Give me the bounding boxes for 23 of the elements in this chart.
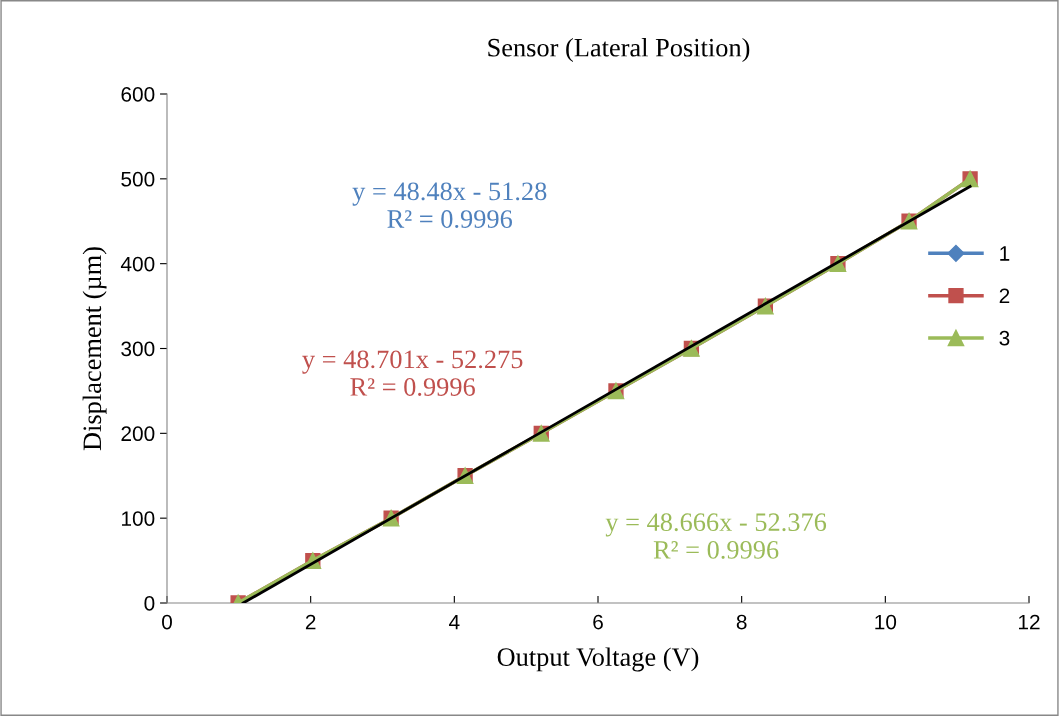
x-tick-label: 8 <box>736 614 747 630</box>
x-tick-label: 10 <box>875 614 897 630</box>
x-axis-title: Output Voltage (V) <box>497 647 699 672</box>
y-tick-label: 400 <box>120 256 155 272</box>
annotation: y = 48.666x - 52.376 R² = 0.9996 <box>605 513 827 559</box>
y-tick-label: 100 <box>122 511 155 526</box>
y-tick-label: 600 <box>121 87 155 102</box>
annotation: y = 48.48x - 51.28 R² = 0.9996 <box>352 182 547 229</box>
x-tick-label: 6 <box>593 614 603 630</box>
x-tick-label: 2 <box>305 614 316 630</box>
x-tick-label: 4 <box>449 614 460 630</box>
y-axis-title: Displacement (µm) <box>82 247 107 451</box>
legend-label: 3 <box>999 330 1010 346</box>
x-tick-label: 0 <box>162 614 172 630</box>
y-tick-label: 300 <box>121 341 155 357</box>
legend-label: 1 <box>1000 246 1010 261</box>
y-tick-label: 500 <box>121 171 155 187</box>
legend-label: 2 <box>999 288 1010 303</box>
chart-title: Sensor (Lateral Position) <box>488 38 750 62</box>
y-tick-label: 0 <box>144 596 155 611</box>
annotation: y = 48.701x - 52.275 R² = 0.9996 <box>302 350 523 396</box>
x-tick-label: 12 <box>1019 614 1040 630</box>
y-tick-label: 200 <box>121 426 155 442</box>
